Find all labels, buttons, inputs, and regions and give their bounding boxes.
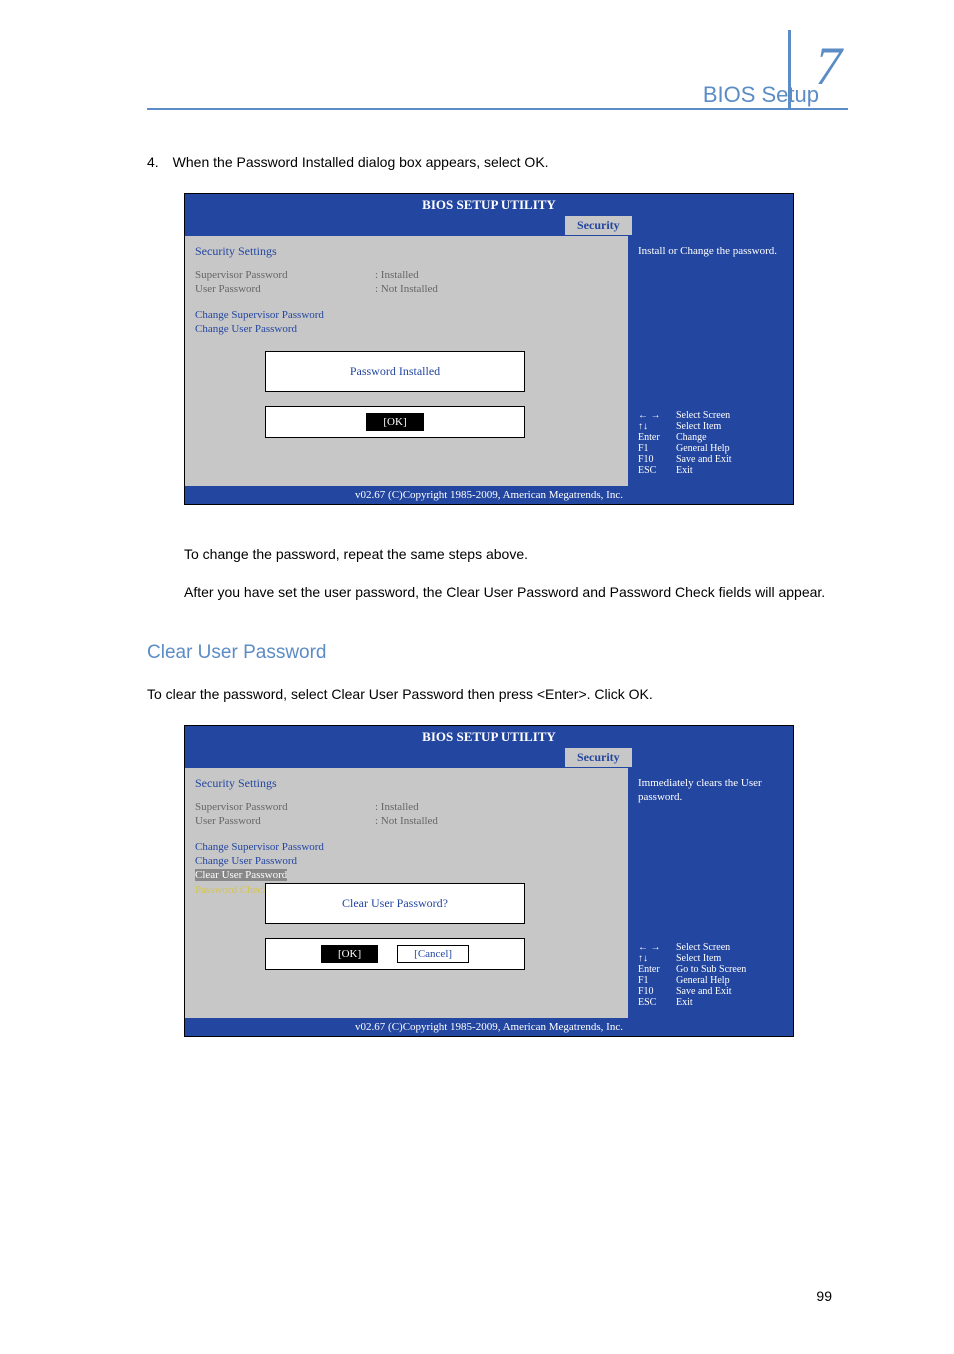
- field-value: : Installed: [375, 269, 419, 281]
- key-desc: Change: [676, 432, 707, 443]
- bios-screenshot-2: BIOS SETUP UTILITY Security Security Set…: [184, 725, 794, 1037]
- bios-key-legend: ← →Select Screen ↑↓Select Item EnterChan…: [638, 410, 783, 476]
- field-label: Supervisor Password: [195, 801, 375, 813]
- key: ESC: [638, 997, 676, 1008]
- para-change: To change the password, repeat the same …: [184, 544, 832, 565]
- dialog-clear-user-password: Clear User Password?: [265, 883, 525, 924]
- menu-clear-user: Clear User Password: [195, 869, 287, 881]
- bios-field-supervisor: Supervisor Password : Installed: [195, 801, 618, 813]
- key-desc: Select Item: [676, 421, 721, 432]
- field-label: User Password: [195, 815, 375, 827]
- bios-tabbar: Security: [185, 748, 793, 768]
- bios-tab-security: Security: [565, 216, 632, 235]
- ok-button: [OK]: [366, 413, 423, 431]
- field-value: : Installed: [375, 801, 419, 813]
- bios-tabbar: Security: [185, 216, 793, 236]
- menu-change-supervisor: Change Supervisor Password: [195, 841, 618, 853]
- bios-section-heading: Security Settings: [195, 244, 618, 259]
- bios-footer: v02.67 (C)Copyright 1985-2009, American …: [185, 486, 793, 504]
- bios-right-pane: Immediately clears the User password. ← …: [628, 768, 793, 1018]
- bios-left-pane: Security Settings Supervisor Password : …: [185, 768, 628, 1018]
- bios-title: BIOS SETUP UTILITY: [185, 194, 793, 216]
- bios-help-text: Immediately clears the User password.: [638, 776, 783, 805]
- key: Enter: [638, 432, 676, 443]
- bios-footer: v02.67 (C)Copyright 1985-2009, American …: [185, 1018, 793, 1036]
- field-value: : Not Installed: [375, 283, 438, 295]
- key-desc: Select Item: [676, 953, 721, 964]
- menu-change-user: Change User Password: [195, 855, 618, 867]
- key: F1: [638, 443, 676, 454]
- menu-change-supervisor: Change Supervisor Password: [195, 309, 618, 321]
- key: F10: [638, 454, 676, 465]
- key: F1: [638, 975, 676, 986]
- key-desc: Go to Sub Screen: [676, 964, 746, 975]
- cancel-button: [Cancel]: [397, 945, 469, 963]
- field-value: : Not Installed: [375, 815, 438, 827]
- bios-field-user: User Password : Not Installed: [195, 283, 618, 295]
- bios-field-supervisor: Supervisor Password : Installed: [195, 269, 618, 281]
- key-desc: Save and Exit: [676, 454, 732, 465]
- key-desc: Select Screen: [676, 410, 730, 421]
- key: ESC: [638, 465, 676, 476]
- bios-tab-security: Security: [565, 748, 632, 767]
- key-desc: Exit: [676, 997, 693, 1008]
- dialog-buttons: [OK]: [265, 406, 525, 438]
- bios-title: BIOS SETUP UTILITY: [185, 726, 793, 748]
- dialog-password-installed: Password Installed: [265, 351, 525, 392]
- header-rule: [147, 108, 848, 110]
- bios-right-pane: Install or Change the password. ← →Selec…: [628, 236, 793, 486]
- ok-button: [OK]: [321, 945, 378, 963]
- key: F10: [638, 986, 676, 997]
- bios-section-heading: Security Settings: [195, 776, 618, 791]
- dialog-title: Password Installed: [266, 364, 524, 379]
- bios-field-user: User Password : Not Installed: [195, 815, 618, 827]
- key: ↑↓: [638, 953, 676, 964]
- key-desc: Exit: [676, 465, 693, 476]
- bios-key-legend: ← →Select Screen ↑↓Select Item EnterGo t…: [638, 942, 783, 1008]
- bios-screenshot-1: BIOS SETUP UTILITY Security Security Set…: [184, 193, 794, 505]
- key: Enter: [638, 964, 676, 975]
- bios-left-pane: Security Settings Supervisor Password : …: [185, 236, 628, 486]
- step-4-text: 4. When the Password Installed dialog bo…: [147, 152, 832, 173]
- key-desc: General Help: [676, 443, 730, 454]
- field-label: Supervisor Password: [195, 269, 375, 281]
- bios-help-text: Install or Change the password.: [638, 244, 783, 258]
- dialog-title: Clear User Password?: [266, 896, 524, 911]
- key-desc: General Help: [676, 975, 730, 986]
- field-label: User Password: [195, 283, 375, 295]
- menu-change-user: Change User Password: [195, 323, 618, 335]
- key-desc: Save and Exit: [676, 986, 732, 997]
- key: ← →: [638, 410, 676, 421]
- chapter-number: 7: [815, 35, 842, 97]
- page-number: 99: [816, 1288, 832, 1304]
- dialog-buttons: [OK] [Cancel]: [265, 938, 525, 970]
- para-after-set: After you have set the user password, th…: [184, 582, 832, 603]
- key: ← →: [638, 942, 676, 953]
- key-desc: Select Screen: [676, 942, 730, 953]
- heading-clear-user-password: Clear User Password: [147, 642, 327, 664]
- key: ↑↓: [638, 421, 676, 432]
- para-clear: To clear the password, select Clear User…: [147, 684, 832, 705]
